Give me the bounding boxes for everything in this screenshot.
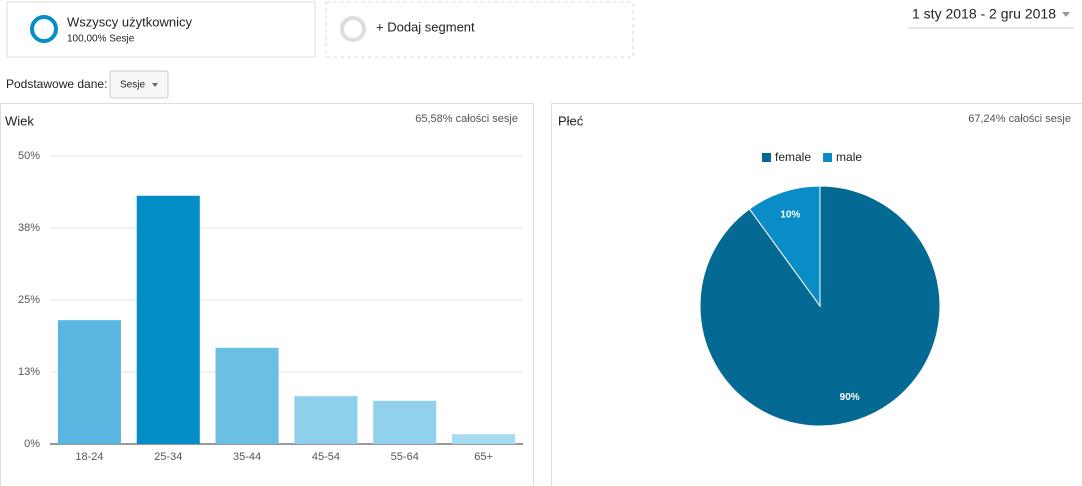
add-segment-icon — [340, 16, 366, 42]
legend-swatch — [762, 153, 771, 162]
dimension-caret — [152, 83, 158, 87]
y-tick-label: 13% — [18, 366, 40, 378]
bar — [294, 396, 358, 444]
date-caret — [1062, 12, 1070, 17]
date-range[interactable]: 1 sty 2018 - 2 gru 2018 — [912, 6, 1056, 22]
bar — [452, 434, 516, 444]
y-tick-label: 25% — [18, 294, 40, 306]
dimension-label: Podstawowe dane: — [6, 77, 107, 91]
segment-icon — [30, 15, 58, 43]
bar — [57, 320, 121, 444]
chart-title: Płeć — [558, 113, 584, 128]
data-label: 90% — [840, 392, 860, 403]
x-tick-label: 25-34 — [154, 451, 182, 463]
segment-detail: 100,00% Sesje — [67, 34, 135, 45]
y-tick-label: 50% — [18, 150, 40, 162]
bar — [215, 347, 279, 444]
bar — [136, 195, 200, 444]
data-label: 10% — [780, 209, 800, 220]
add-segment-box[interactable] — [325, 1, 634, 58]
chart-subtitle: 67,24% całości sesje — [968, 113, 1071, 125]
dimension-select[interactable] — [109, 70, 169, 99]
dimension-value: Sesje — [120, 80, 145, 91]
chart-subtitle: 65,58% całości sesje — [415, 113, 518, 125]
x-tick-label: 18-24 — [75, 451, 103, 463]
legend-swatch — [823, 153, 833, 162]
legend-label: male — [836, 150, 862, 164]
legend-label: female — [775, 150, 811, 164]
x-tick-label: 45-54 — [312, 451, 340, 463]
y-tick-label: 38% — [18, 222, 40, 234]
segment-name: Wszyscy użytkownicy — [67, 14, 192, 29]
segment-box[interactable] — [6, 1, 316, 58]
x-tick-label: 55-64 — [391, 451, 419, 463]
pie-slice — [748, 185, 821, 308]
panel — [551, 103, 1082, 486]
y-tick-label: 0% — [24, 438, 40, 450]
chart-title: Wiek — [5, 113, 34, 128]
x-tick-label: 35-44 — [233, 451, 261, 463]
x-tick-label: 65+ — [474, 451, 493, 463]
add-segment[interactable]: + Dodaj segment — [376, 19, 475, 34]
bar — [373, 400, 437, 444]
panel — [0, 103, 534, 486]
